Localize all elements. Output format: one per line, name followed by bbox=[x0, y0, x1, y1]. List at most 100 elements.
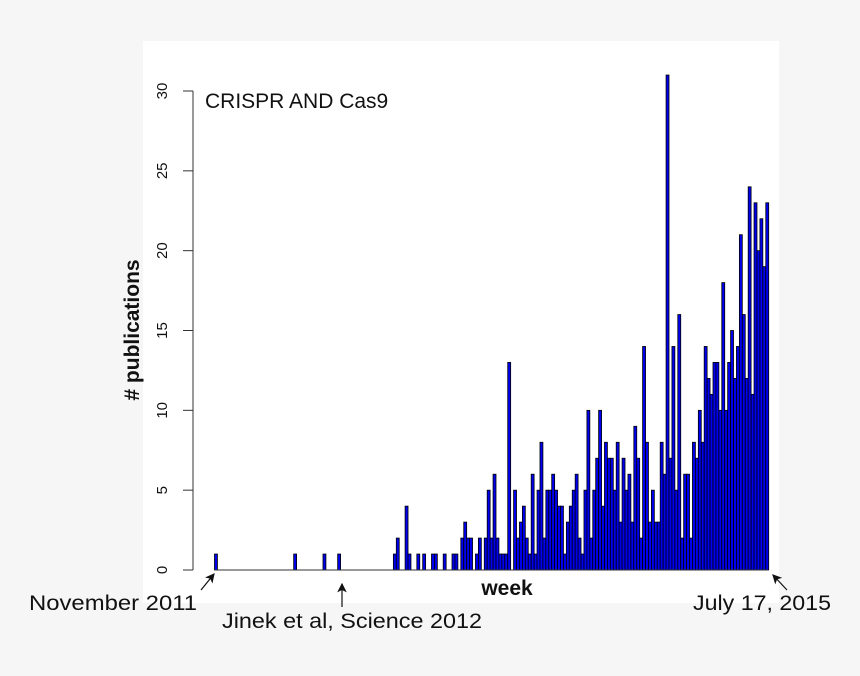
bar bbox=[683, 473, 687, 571]
y-tick-label: 30 bbox=[154, 83, 171, 100]
x-axis-label: week bbox=[480, 577, 533, 600]
bar bbox=[442, 553, 447, 571]
bar bbox=[416, 553, 421, 571]
bar bbox=[557, 505, 561, 571]
bar bbox=[395, 537, 400, 571]
bar bbox=[530, 473, 535, 571]
bar bbox=[709, 393, 714, 571]
bar bbox=[615, 441, 620, 571]
bar bbox=[392, 553, 397, 571]
bar bbox=[639, 537, 644, 571]
bar bbox=[721, 282, 726, 571]
bar bbox=[492, 473, 497, 571]
bar bbox=[744, 377, 749, 571]
annotation-jinek: Jinek et al, Science 2012 bbox=[222, 610, 482, 633]
bar bbox=[533, 553, 538, 571]
bar bbox=[577, 537, 582, 571]
bar bbox=[554, 489, 558, 571]
annotation-end: July 17, 2015 bbox=[693, 592, 831, 615]
bar bbox=[469, 537, 473, 571]
bar bbox=[680, 537, 685, 571]
y-tick-label: 15 bbox=[154, 322, 171, 339]
bar bbox=[592, 489, 597, 571]
bar bbox=[489, 537, 494, 571]
bar bbox=[747, 186, 752, 571]
bar bbox=[214, 553, 218, 571]
bar bbox=[434, 553, 438, 571]
bar bbox=[715, 362, 720, 571]
y-tick-label: 5 bbox=[154, 486, 171, 494]
y-axis-label: # publications bbox=[121, 259, 144, 400]
y-tick-label: 20 bbox=[154, 242, 171, 259]
bar bbox=[624, 489, 629, 571]
bar bbox=[542, 537, 547, 571]
bar bbox=[571, 489, 576, 571]
bar bbox=[736, 346, 740, 571]
bar bbox=[765, 202, 770, 571]
bar bbox=[422, 553, 427, 571]
bar bbox=[498, 553, 503, 571]
bar bbox=[738, 234, 743, 571]
bar bbox=[586, 409, 591, 571]
bar bbox=[697, 409, 702, 571]
bar bbox=[322, 553, 327, 571]
bar bbox=[560, 505, 564, 571]
bar bbox=[565, 521, 570, 571]
bar bbox=[548, 489, 553, 571]
bar bbox=[574, 473, 579, 571]
bar bbox=[753, 202, 758, 571]
bar bbox=[656, 521, 661, 571]
bar bbox=[642, 346, 646, 571]
bar bbox=[563, 553, 567, 571]
bar bbox=[486, 489, 491, 571]
y-tick-label: 25 bbox=[154, 162, 171, 179]
bar bbox=[521, 505, 526, 571]
bar bbox=[741, 314, 746, 571]
bar bbox=[539, 441, 544, 571]
bar bbox=[633, 425, 638, 571]
bar bbox=[612, 489, 617, 571]
bar bbox=[477, 537, 482, 571]
bar bbox=[507, 362, 512, 571]
bar bbox=[524, 537, 529, 571]
bar bbox=[730, 330, 734, 571]
bar bbox=[551, 473, 556, 571]
bar bbox=[727, 362, 731, 571]
bar bbox=[463, 521, 468, 571]
bar bbox=[451, 553, 456, 571]
bar bbox=[636, 457, 641, 571]
bar bbox=[724, 409, 729, 571]
bar bbox=[337, 553, 341, 571]
bar bbox=[703, 346, 708, 571]
bar bbox=[607, 457, 611, 571]
chart-title: CRISPR AND Cas9 bbox=[205, 90, 388, 113]
bar bbox=[604, 441, 608, 571]
bar bbox=[630, 521, 635, 571]
bar bbox=[665, 74, 670, 571]
bar bbox=[431, 553, 435, 571]
bar bbox=[651, 489, 655, 571]
bar bbox=[700, 441, 705, 571]
y-axis: 0 5 10 15 20 25 30 bbox=[154, 83, 194, 574]
bar bbox=[645, 441, 649, 571]
bar bbox=[677, 314, 682, 571]
annotation-start: November 2011 bbox=[29, 592, 197, 615]
bar bbox=[653, 521, 658, 571]
bar bbox=[519, 521, 523, 571]
bar bbox=[674, 489, 679, 571]
bar bbox=[694, 457, 699, 571]
bar bbox=[293, 553, 298, 571]
bar bbox=[750, 393, 755, 571]
bar bbox=[495, 537, 500, 571]
bar bbox=[580, 553, 585, 571]
bar bbox=[689, 537, 693, 571]
bar bbox=[504, 553, 509, 571]
bar bbox=[407, 553, 412, 571]
bar bbox=[668, 457, 673, 571]
bar bbox=[454, 553, 459, 571]
bar bbox=[545, 489, 550, 571]
bar bbox=[598, 409, 602, 571]
bar bbox=[501, 553, 506, 571]
bar bbox=[706, 377, 711, 571]
